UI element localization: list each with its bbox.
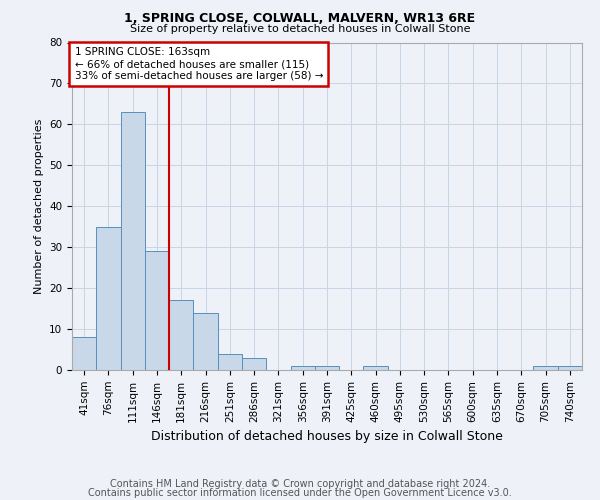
Bar	[218, 354, 242, 370]
Bar	[558, 366, 582, 370]
Text: Contains HM Land Registry data © Crown copyright and database right 2024.: Contains HM Land Registry data © Crown c…	[110, 479, 490, 489]
Bar	[72, 337, 96, 370]
Bar	[193, 312, 218, 370]
Text: 1 SPRING CLOSE: 163sqm
← 66% of detached houses are smaller (115)
33% of semi-de: 1 SPRING CLOSE: 163sqm ← 66% of detached…	[74, 48, 323, 80]
Bar	[96, 226, 121, 370]
Bar	[169, 300, 193, 370]
Text: Size of property relative to detached houses in Colwall Stone: Size of property relative to detached ho…	[130, 24, 470, 34]
Text: Contains public sector information licensed under the Open Government Licence v3: Contains public sector information licen…	[88, 488, 512, 498]
Text: 1, SPRING CLOSE, COLWALL, MALVERN, WR13 6RE: 1, SPRING CLOSE, COLWALL, MALVERN, WR13 …	[124, 12, 476, 26]
Y-axis label: Number of detached properties: Number of detached properties	[34, 118, 44, 294]
Bar	[121, 112, 145, 370]
Bar	[242, 358, 266, 370]
Bar	[315, 366, 339, 370]
Bar	[533, 366, 558, 370]
Bar	[364, 366, 388, 370]
X-axis label: Distribution of detached houses by size in Colwall Stone: Distribution of detached houses by size …	[151, 430, 503, 443]
Bar	[145, 252, 169, 370]
Bar	[290, 366, 315, 370]
